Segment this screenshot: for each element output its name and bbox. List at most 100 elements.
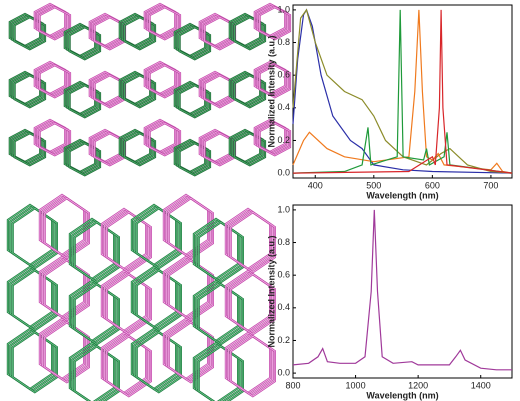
framework-ring: [162, 193, 210, 257]
framework-ring: [136, 331, 182, 393]
framework-ring: [168, 259, 214, 321]
x-tick-label: 700: [483, 180, 498, 190]
framework-ring: [12, 331, 58, 393]
framework-ring: [179, 26, 211, 60]
framework-ring: [69, 142, 101, 176]
y-axis-title: Normalized Intensity (a.u.): [266, 235, 276, 347]
framework-ring: [198, 345, 244, 401]
framework-ring: [69, 84, 101, 118]
framework-ring: [44, 321, 90, 383]
framework-ring: [149, 122, 181, 156]
x-tick-label: 1200: [408, 380, 428, 390]
spectrum-line: [292, 9, 513, 174]
framework-ring: [230, 335, 276, 397]
framework-ring: [39, 318, 85, 380]
x-axis-title: Wavelength (nm): [366, 190, 438, 200]
framework-ring: [73, 220, 120, 284]
framework-ring: [74, 283, 120, 345]
framework-ring: [168, 197, 214, 259]
framework-ring: [38, 193, 86, 257]
y-tick-label: 1.0: [277, 4, 290, 14]
x-tick-label: 400: [308, 180, 323, 190]
framework-ring: [44, 197, 90, 259]
framework-ring: [39, 122, 71, 156]
framework-ring: [69, 26, 101, 60]
framework-ring: [9, 330, 55, 392]
framework-ring: [124, 74, 156, 108]
y-tick-label: 1.0: [277, 204, 290, 214]
x-tick-label: 800: [285, 380, 300, 390]
framework-ring: [224, 331, 272, 395]
framework-ring: [168, 321, 214, 383]
framework-ring: [12, 269, 58, 331]
framework-ring: [163, 194, 209, 256]
framework-ring: [9, 267, 56, 330]
framework-ring: [225, 270, 271, 332]
framework-ring: [11, 268, 58, 332]
framework-ring: [163, 256, 209, 318]
framework-ring: [39, 256, 85, 318]
framework-ring: [39, 64, 71, 98]
framework-ring: [73, 282, 120, 346]
y-tick-label: 0.2: [277, 135, 290, 145]
framework-ring: [198, 221, 244, 283]
framework-ring: [106, 273, 152, 335]
framework-ring: [38, 255, 86, 319]
framework-ring: [11, 206, 58, 270]
framework-ring: [259, 6, 291, 40]
framework-ring: [9, 329, 56, 392]
framework-ring: [234, 74, 266, 108]
framework-ring: [230, 211, 276, 273]
framework-ring: [225, 208, 271, 270]
framework-ring: [14, 74, 46, 108]
framework-ring: [11, 330, 58, 394]
framework-ring: [162, 317, 210, 381]
framework-ring: [234, 132, 266, 166]
y-axis-title: Normalized Intensity (a.u.): [266, 35, 276, 147]
framework-ring: [124, 132, 156, 166]
x-tick-label: 1400: [471, 380, 491, 390]
framework-ring: [234, 16, 266, 50]
framework-ring: [224, 269, 272, 333]
spectrum-line: [292, 9, 513, 174]
framework-ring: [197, 282, 244, 346]
y-tick-label: 0.8: [277, 37, 290, 47]
spectrum-line: [292, 9, 513, 174]
framework-ring: [14, 16, 46, 50]
framework-ring: [74, 221, 120, 283]
framework-ring: [39, 6, 71, 40]
framework-ring: [259, 122, 291, 156]
spectrum-line: [292, 209, 512, 371]
x-axis-title: Wavelength (nm): [366, 390, 438, 400]
spectrum-line: [292, 8, 513, 174]
framework-ring: [225, 332, 271, 394]
plot-frame: [292, 204, 513, 379]
y-tick-label: 0.6: [277, 70, 290, 80]
framework-ring: [74, 345, 120, 401]
framework-ring: [224, 207, 272, 271]
x-tick-label: 1000: [346, 380, 366, 390]
framework-ring: [230, 273, 276, 335]
framework-ring: [14, 132, 46, 166]
crystal-structures: [6, 2, 292, 401]
framework-ring: [9, 268, 55, 330]
framework-ring: [163, 318, 209, 380]
y-tick-label: 0.4: [277, 102, 290, 112]
y-tick-label: 0.8: [277, 237, 290, 247]
framework-ring: [9, 205, 56, 268]
framework-ring: [124, 16, 156, 50]
framework-ring: [259, 64, 291, 98]
framework-ring: [162, 255, 210, 319]
framework-ring: [136, 269, 182, 331]
x-tick-label: 600: [425, 180, 440, 190]
framework-ring: [39, 194, 85, 256]
framework-ring: [106, 211, 152, 273]
framework-ring: [136, 207, 182, 269]
framework-ring: [44, 259, 90, 321]
y-tick-label: 0.4: [277, 302, 290, 312]
framework-ring: [149, 6, 181, 40]
y-tick-label: 0.0: [277, 167, 290, 177]
plot-frame: [292, 4, 513, 179]
y-tick-label: 0.0: [277, 367, 290, 377]
